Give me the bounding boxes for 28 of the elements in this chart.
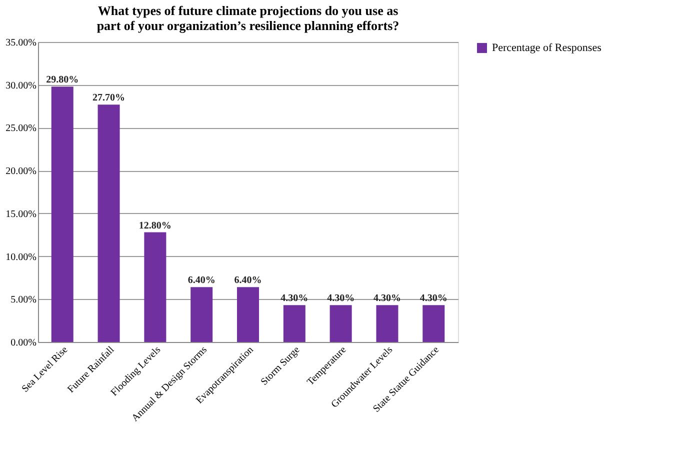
bar: [422, 305, 445, 342]
chart-title: What types of future climate projections do you use as part of your organization’s resilience planning efforts?: [96, 3, 400, 33]
bar: [144, 232, 166, 342]
y-tick-label: 35.00%: [6, 38, 36, 48]
y-tick-label: 10.00%: [6, 252, 36, 263]
bar: [330, 305, 352, 342]
data-label: 4.30%: [373, 293, 401, 304]
y-tick-label: 30.00%: [6, 80, 36, 92]
y-tick-label: 0.00%: [10, 338, 36, 348]
y-tick-label: 25.00%: [6, 123, 36, 134]
y-tick-label: 15.00%: [6, 208, 36, 220]
legend-label: Percentage of Responses: [492, 42, 602, 54]
y-tick-label: 20.00%: [6, 166, 36, 178]
data-label: 4.30%: [327, 293, 355, 304]
data-label: 6.40%: [188, 275, 216, 286]
bar: [237, 287, 259, 342]
data-label: 4.30%: [280, 293, 308, 304]
data-label: 6.40%: [234, 275, 262, 286]
bar: [190, 287, 213, 342]
bar: [98, 104, 120, 342]
data-label: 29.80%: [46, 74, 79, 86]
bar: [51, 86, 74, 342]
data-label: 12.80%: [138, 220, 172, 232]
data-label: 4.30%: [420, 293, 448, 304]
y-tick-label: 5.00%: [10, 294, 36, 306]
data-label: 27.70%: [92, 92, 126, 104]
bar: [283, 305, 306, 342]
bar: [376, 305, 398, 342]
